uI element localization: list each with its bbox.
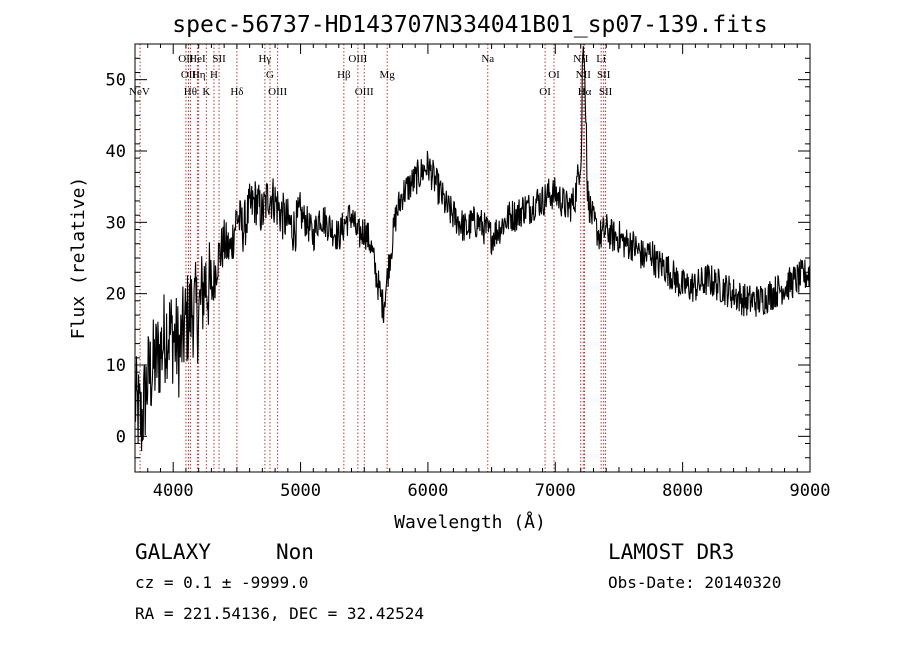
x-tick-label: 9000 xyxy=(790,481,831,501)
emission-line-label: OI xyxy=(539,86,551,98)
object-subclass: Non xyxy=(276,540,314,564)
emission-line-label: Hθ xyxy=(184,86,197,98)
emission-line-markers xyxy=(139,44,607,472)
emission-line-label: SII xyxy=(597,69,611,81)
plot-frame xyxy=(134,43,811,473)
emission-line-label: OIII xyxy=(355,86,374,98)
emission-line-label: NII xyxy=(573,53,589,65)
emission-line-label: Mg xyxy=(380,69,396,81)
y-tick-label: 30 xyxy=(106,213,126,233)
emission-line-label: Hβ xyxy=(337,69,351,81)
emission-line-label: OIII xyxy=(348,53,367,65)
x-axis-label: Wavelength (Å) xyxy=(394,511,546,533)
y-tick-label: 20 xyxy=(106,285,126,305)
y-tick-label: 40 xyxy=(106,142,126,162)
emission-line-label: NII xyxy=(576,69,592,81)
emission-line-label: K xyxy=(202,86,210,98)
emission-line-label: SII xyxy=(599,86,613,98)
emission-line-label: OII xyxy=(181,69,197,81)
x-tick-label: 5000 xyxy=(280,481,321,501)
x-tick-label: 8000 xyxy=(662,481,703,501)
survey-label: LAMOST DR3 xyxy=(608,540,734,564)
object-class: GALAXY xyxy=(135,540,211,564)
obs-date: Obs-Date: 20140320 xyxy=(608,573,781,592)
chart-title: spec-56737-HD143707N334041B01_sp07-139.f… xyxy=(172,12,767,38)
emission-line-label: Hδ xyxy=(230,86,243,98)
x-tick-label: 6000 xyxy=(407,481,448,501)
y-tick-label: 0 xyxy=(116,427,126,447)
y-tick-label: 10 xyxy=(106,356,126,376)
emission-line-label: OI xyxy=(548,69,560,81)
y-axis-label: Flux (relative) xyxy=(68,177,89,340)
emission-line-label: SII xyxy=(212,53,226,65)
emission-line-label: OII xyxy=(178,53,194,65)
y-tick-label: 50 xyxy=(106,71,126,91)
emission-line-label: Li xyxy=(596,53,606,65)
emission-line-label: H xyxy=(210,69,218,81)
y-axis-ticks: 0 10 20 30 40 50 xyxy=(106,43,810,473)
emission-line-label: Hγ xyxy=(258,53,271,65)
emission-line-label: HeI xyxy=(189,53,206,65)
x-tick-label: 7000 xyxy=(535,481,576,501)
coords-line: RA = 221.54136, DEC = 32.42524 xyxy=(135,604,424,623)
emission-line-label: Hη xyxy=(192,69,206,81)
emission-line-labels: NeV OII OII Hθ HeI Hη KH SII Hδ Hγ G OIII Hβ OIII OIII… xyxy=(129,53,613,98)
emission-line-label: G xyxy=(266,69,274,81)
redshift-line: cz = 0.1 ± -9999.0 xyxy=(135,573,308,592)
spectrum-line xyxy=(134,46,811,452)
x-tick-label: 4000 xyxy=(153,481,194,501)
x-axis-ticks: 4000 5000 6000 7000 8000 9000 xyxy=(134,44,831,501)
emission-line-label: NeV xyxy=(129,86,150,98)
emission-line-label: Na xyxy=(481,53,494,65)
emission-line-label: OIII xyxy=(268,86,287,98)
